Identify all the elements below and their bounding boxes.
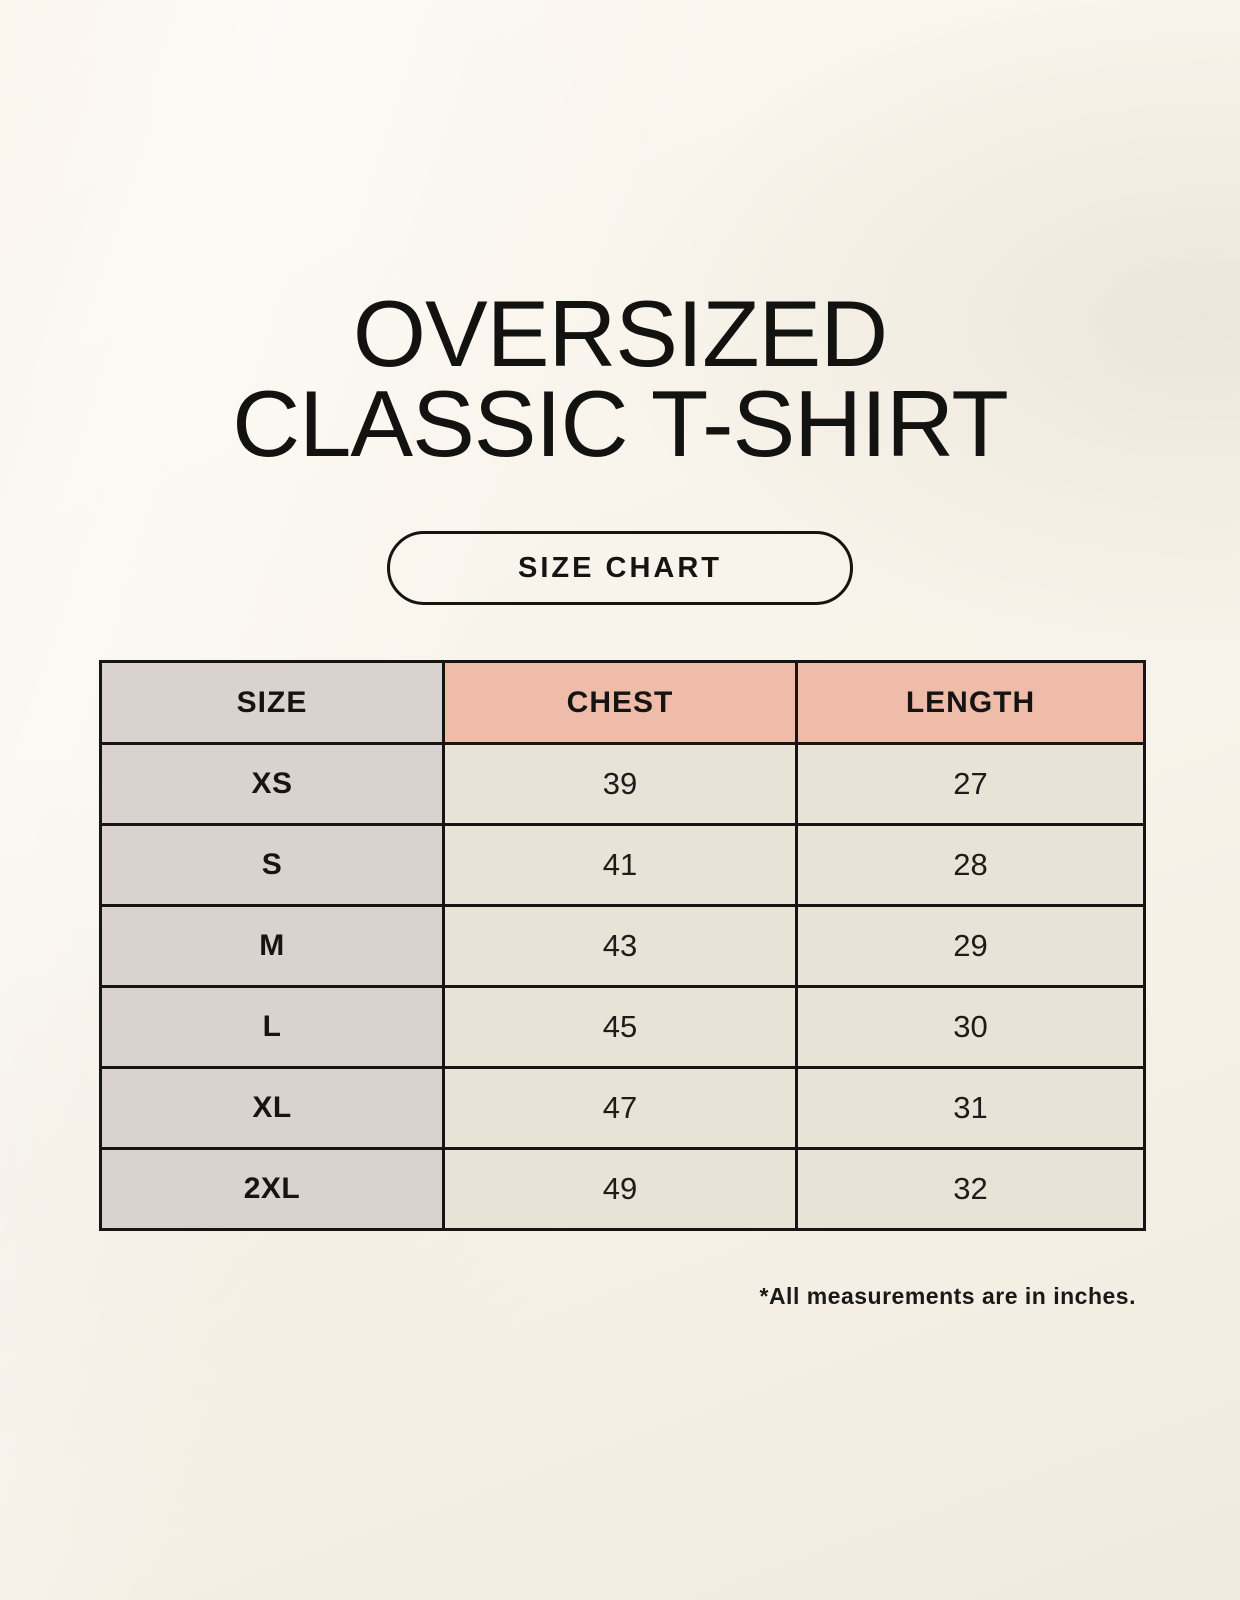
table-row-2xl: 2XL 49 32 xyxy=(99,1147,1146,1231)
size-chart-table: SIZE CHEST LENGTH XS 39 27 S 41 28 M 43 … xyxy=(99,660,1146,1231)
cell-s-chest: 41 xyxy=(442,823,798,907)
cell-2xl-chest: 49 xyxy=(442,1147,798,1231)
cell-xs-length: 27 xyxy=(795,742,1146,826)
table-header-row: SIZE CHEST LENGTH xyxy=(99,660,1146,745)
cell-m-chest: 43 xyxy=(442,904,798,988)
column-header-size: SIZE xyxy=(99,660,445,745)
cell-xs-chest: 39 xyxy=(442,742,798,826)
size-chart-button-label: SIZE CHART xyxy=(518,551,722,584)
measurements-footnote: *All measurements are in inches. xyxy=(759,1283,1136,1309)
cell-s-length: 28 xyxy=(795,823,1146,907)
cell-xl-chest: 47 xyxy=(442,1066,798,1150)
row-label-l: L xyxy=(99,985,445,1069)
row-label-xl: XL xyxy=(99,1066,445,1150)
product-title: OVERSIZED CLASSIC T-SHIRT xyxy=(0,281,1240,476)
row-label-m: M xyxy=(99,904,445,988)
product-title-line-1: OVERSIZED xyxy=(352,281,888,386)
column-header-chest: CHEST xyxy=(442,660,798,745)
cell-xl-length: 31 xyxy=(795,1066,1146,1150)
table-row-l: L 45 30 xyxy=(99,985,1146,1069)
table-row-m: M 43 29 xyxy=(99,904,1146,988)
cell-l-chest: 45 xyxy=(442,985,798,1069)
cell-2xl-length: 32 xyxy=(795,1147,1146,1231)
row-label-xs: XS xyxy=(99,742,445,826)
cell-m-length: 29 xyxy=(795,904,1146,988)
column-header-length: LENGTH xyxy=(795,660,1146,745)
size-chart-button[interactable]: SIZE CHART xyxy=(387,531,853,605)
row-label-2xl: 2XL xyxy=(99,1147,445,1231)
cell-l-length: 30 xyxy=(795,985,1146,1069)
product-title-line-2: CLASSIC T-SHIRT xyxy=(232,371,1009,476)
table-row-xl: XL 47 31 xyxy=(99,1066,1146,1150)
table-row-s: S 41 28 xyxy=(99,823,1146,907)
row-label-s: S xyxy=(99,823,445,907)
table-row-xs: XS 39 27 xyxy=(99,742,1146,826)
